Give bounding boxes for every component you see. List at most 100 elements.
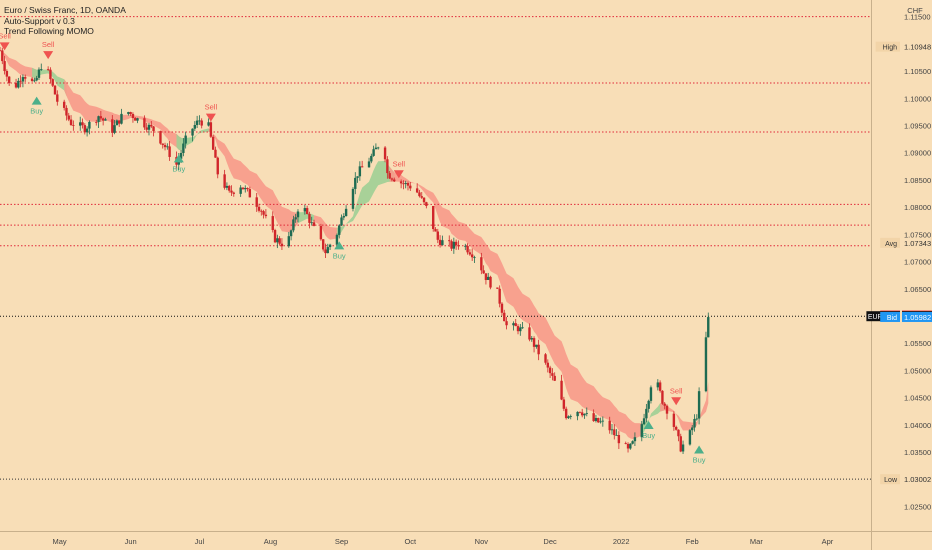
price-tick-label: 1.09000 — [904, 149, 931, 158]
candle-body — [24, 77, 27, 79]
candle-body — [46, 69, 50, 70]
candle-body — [335, 234, 339, 245]
candle-body — [223, 174, 226, 188]
symbol-title[interactable]: Euro / Swiss Franc, 1D, OANDA — [4, 5, 126, 15]
candle-body — [326, 247, 329, 254]
price-tick-label: 1.09500 — [904, 121, 931, 130]
candle-body — [117, 120, 121, 124]
price-tick-label: 1.04500 — [904, 394, 931, 403]
candle-body — [356, 176, 359, 178]
buy-signal-label: Buy — [172, 164, 185, 173]
candle-body — [512, 323, 515, 326]
price-tick-label: 1.07000 — [904, 258, 931, 267]
candle-body — [656, 382, 660, 388]
candle-body — [617, 435, 621, 444]
candle-body — [207, 122, 210, 126]
price-badge-tag-bg — [875, 41, 900, 52]
price-badge-value-bg — [902, 474, 932, 485]
candle-body — [248, 189, 252, 198]
candle-body — [264, 214, 268, 217]
candle-body — [695, 418, 698, 420]
candle-body — [544, 354, 547, 363]
indicator-trend-momo[interactable]: Trend Following MOMO — [4, 26, 94, 36]
price-tick-label: 1.03500 — [904, 448, 931, 457]
candle-body — [195, 120, 199, 125]
candle-body — [0, 50, 2, 52]
candle-body — [198, 120, 201, 122]
candle-body — [262, 211, 265, 215]
candle-body — [200, 120, 203, 126]
candle-body — [482, 270, 485, 274]
sell-signal-icon — [0, 42, 10, 51]
candle-body — [67, 115, 70, 120]
candle-body — [601, 420, 605, 422]
candle-body — [688, 430, 692, 445]
candle-body — [147, 124, 151, 130]
candle-body — [521, 327, 524, 329]
candle-body — [131, 113, 135, 119]
candle-body — [406, 182, 410, 186]
candle-body — [367, 161, 371, 168]
candle-body — [592, 413, 595, 422]
momo-cloud-bearish-4 — [208, 128, 298, 233]
price-axis-panel[interactable] — [871, 0, 932, 550]
candle-body — [310, 222, 313, 224]
candle-body — [88, 121, 91, 129]
candle-body — [505, 321, 508, 326]
sell-signal-icon — [43, 51, 54, 60]
candle-body — [296, 211, 300, 218]
candle-body — [69, 119, 73, 126]
price-tick-label: 1.08000 — [904, 203, 931, 212]
candle-body — [649, 387, 653, 401]
candle-body — [441, 240, 444, 246]
candle-body — [585, 413, 588, 414]
indicator-auto-support[interactable]: Auto-Support v 0.3 — [4, 15, 75, 26]
candle-body — [273, 230, 277, 243]
momo-cloud-bullish-1 — [32, 67, 67, 96]
candle-body — [370, 155, 373, 162]
candle-body — [5, 71, 9, 77]
chart-legend: Euro / Swiss Franc, 1D, OANDA Auto-Suppo… — [4, 5, 126, 37]
price-tick-label: 1.02500 — [904, 503, 931, 512]
momo-cloud-bullish-3 — [176, 128, 211, 151]
price-tick-label: 1.04000 — [904, 421, 931, 430]
buy-signal-label: Buy — [333, 251, 346, 260]
candle-body — [184, 135, 187, 144]
candle-body — [113, 125, 116, 133]
candle-body — [484, 273, 488, 280]
candle-body — [418, 192, 421, 197]
candle-body — [232, 192, 235, 194]
momo-cloud-bearish-8 — [389, 166, 642, 439]
candle-body — [530, 338, 533, 340]
candle-body — [129, 112, 132, 114]
candle-body — [193, 124, 197, 129]
price-badge-value-bg — [902, 41, 932, 52]
candle-body — [65, 107, 68, 116]
candle-body — [35, 77, 38, 81]
candle-body — [111, 119, 114, 133]
candle-body — [312, 222, 316, 226]
candle-body — [647, 400, 650, 409]
time-tick-label: May — [53, 537, 67, 546]
price-badge-avg-value: 1.07343 — [904, 239, 931, 248]
price-badge-bid-value: 1.05982 — [904, 313, 931, 322]
candle-body — [241, 187, 245, 190]
candle-body — [33, 80, 36, 82]
candle-body — [344, 208, 348, 217]
candle-body — [434, 229, 437, 232]
candle-body — [642, 418, 646, 425]
candle-body — [583, 413, 586, 416]
candle-body — [81, 122, 84, 126]
candle-body — [480, 257, 483, 271]
momo-cloud-bearish-6 — [314, 215, 342, 240]
time-tick-label: 2022 — [613, 537, 630, 546]
candle-body — [537, 344, 540, 355]
price-badge-avg-tag: Avg — [885, 241, 897, 248]
candle-body — [450, 241, 453, 249]
price-badge-high-tag: High — [883, 45, 898, 52]
time-tick-label: Dec — [543, 537, 557, 546]
candle-body — [145, 127, 148, 130]
candle-body — [681, 444, 685, 452]
